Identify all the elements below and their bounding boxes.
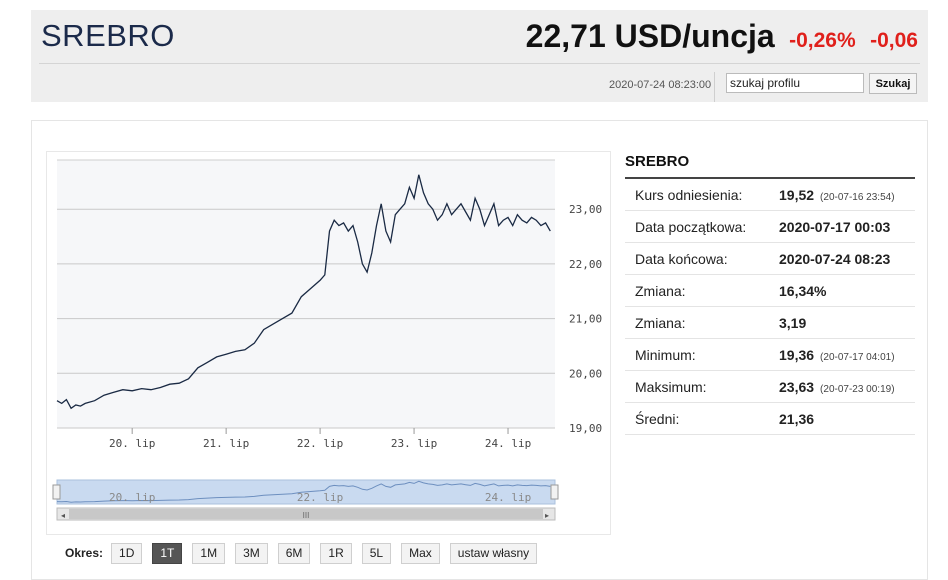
info-row-value: 21,36 bbox=[779, 411, 814, 427]
x-tick-label: 21. lip bbox=[203, 437, 249, 450]
info-value-text: 19,36 bbox=[779, 347, 815, 363]
info-value-text: 19,52 bbox=[779, 187, 815, 203]
x-tick-label: 23. lip bbox=[391, 437, 437, 450]
info-row-value: 16,34% bbox=[779, 283, 826, 299]
change-percent: -0,26% bbox=[789, 29, 856, 52]
period-button[interactable]: ustaw własny bbox=[449, 542, 538, 564]
header-bar: SREBRO 22,71 USD/uncja -0,26% -0,06 2020… bbox=[31, 10, 928, 102]
info-title: SREBRO bbox=[625, 153, 690, 170]
info-row: Zmiana: 16,34% bbox=[625, 275, 915, 307]
navigator-line bbox=[56, 480, 551, 503]
price-chart[interactable]: 19,00 20,00 21,00 22,00 23,00 20. lip 21. lip 2… bbox=[47, 152, 612, 536]
info-value-text: 3,19 bbox=[779, 315, 807, 331]
info-title-underline bbox=[625, 177, 915, 179]
period-button[interactable]: 1D bbox=[111, 542, 143, 564]
info-value-text: 16,34% bbox=[779, 283, 827, 299]
plot-area bbox=[57, 160, 555, 428]
y-tick-label: 20,00 bbox=[569, 367, 602, 380]
price-value: 22,71 USD/uncja bbox=[525, 18, 775, 54]
chart-container: 19,00 20,00 21,00 22,00 23,00 20. lip 21. lip 2… bbox=[46, 151, 611, 535]
info-value-note: (20-07-23 00:19) bbox=[820, 384, 895, 395]
info-row: Data końcowa: 2020-07-24 08:23 bbox=[625, 243, 915, 275]
info-row-value: 19,36 (20-07-17 04:01) bbox=[779, 347, 895, 363]
price-block: 22,71 USD/uncja -0,26% -0,06 bbox=[526, 18, 918, 55]
info-table: Kurs odniesienia: 19,52 (20-07-16 23:54) Da… bbox=[625, 179, 915, 435]
scrollbar-thumb[interactable] bbox=[69, 509, 543, 519]
info-value-note: (20-07-17 04:01) bbox=[820, 352, 895, 363]
info-value-text: 23,63 bbox=[779, 379, 815, 395]
period-button[interactable]: 6M bbox=[277, 542, 311, 564]
scroll-right-arrow-icon[interactable]: ▸ bbox=[545, 511, 549, 520]
period-selector: Okres: 1D 1T 1M 3M 6M 1R 5L Max ustaw własny bbox=[65, 542, 547, 564]
main-panel: 19,00 20,00 21,00 22,00 23,00 20. lip 21. lip 2… bbox=[31, 120, 928, 580]
quote-timestamp: 2020-07-24 08:23:00 bbox=[609, 79, 712, 91]
info-row: Średni: 21,36 bbox=[625, 403, 915, 435]
info-row: Kurs odniesienia: 19,52 (20-07-16 23:54) bbox=[625, 179, 915, 211]
change-absolute: -0,06 bbox=[870, 29, 918, 52]
price-line bbox=[56, 174, 551, 410]
navigator-handle-left[interactable] bbox=[52, 484, 61, 500]
header-divider bbox=[39, 63, 920, 64]
scroll-left-arrow-icon[interactable]: ◂ bbox=[61, 511, 65, 520]
y-tick-label: 21,00 bbox=[569, 313, 602, 326]
period-label: Okres: bbox=[65, 546, 104, 560]
info-row-value: 3,19 bbox=[779, 315, 806, 331]
info-row-label: Kurs odniesienia: bbox=[635, 187, 743, 203]
period-button[interactable]: Max bbox=[401, 542, 440, 564]
info-row-label: Maksimum: bbox=[635, 379, 707, 395]
info-row: Minimum: 19,36 (20-07-17 04:01) bbox=[625, 339, 915, 371]
info-row-label: Data początkowa: bbox=[635, 219, 747, 235]
period-button[interactable]: 1M bbox=[192, 542, 226, 564]
x-tick-label: 22. lip bbox=[297, 437, 343, 450]
x-tick-label: 20. lip bbox=[109, 437, 155, 450]
info-row-value: 2020-07-17 00:03 bbox=[779, 219, 890, 235]
scrollbar-grip: III bbox=[303, 511, 310, 520]
y-tick-label: 22,00 bbox=[569, 258, 602, 271]
y-tick-label: 23,00 bbox=[569, 203, 602, 216]
info-row-label: Zmiana: bbox=[635, 283, 686, 299]
info-value-text: 21,36 bbox=[779, 411, 815, 427]
navigator-handle-right[interactable] bbox=[550, 484, 559, 500]
info-row: Maksimum: 23,63 (20-07-23 00:19) bbox=[625, 371, 915, 403]
navigator-label: 20. lip bbox=[109, 491, 155, 504]
navigator-label: 22. lip bbox=[297, 491, 343, 504]
period-button[interactable]: 1T bbox=[152, 542, 183, 564]
info-value-text: 2020-07-24 08:23 bbox=[779, 251, 891, 267]
info-row-value: 19,52 (20-07-16 23:54) bbox=[779, 187, 895, 203]
period-button[interactable]: 3M bbox=[235, 542, 268, 564]
info-row-label: Średni: bbox=[635, 411, 680, 427]
info-row: Data początkowa: 2020-07-17 00:03 bbox=[625, 211, 915, 243]
y-tick-label: 19,00 bbox=[569, 422, 602, 435]
info-row-label: Zmiana: bbox=[635, 315, 686, 331]
page-title: SREBRO bbox=[41, 18, 175, 53]
info-value-text: 2020-07-17 00:03 bbox=[779, 219, 891, 235]
info-value-note: (20-07-16 23:54) bbox=[820, 192, 895, 203]
period-button[interactable]: 5L bbox=[361, 542, 392, 564]
search-button[interactable]: Szukaj bbox=[869, 73, 917, 94]
navigator-label: 24. lip bbox=[485, 491, 531, 504]
info-row-value: 23,63 (20-07-23 00:19) bbox=[779, 379, 895, 395]
period-button[interactable]: 1R bbox=[320, 542, 352, 564]
info-row: Zmiana: 3,19 bbox=[625, 307, 915, 339]
info-row-label: Data końcowa: bbox=[635, 251, 728, 267]
info-row-value: 2020-07-24 08:23 bbox=[779, 251, 890, 267]
info-row-label: Minimum: bbox=[635, 347, 696, 363]
header-separator bbox=[714, 72, 715, 102]
x-tick-label: 24. lip bbox=[485, 437, 531, 450]
search-input[interactable] bbox=[726, 73, 864, 93]
